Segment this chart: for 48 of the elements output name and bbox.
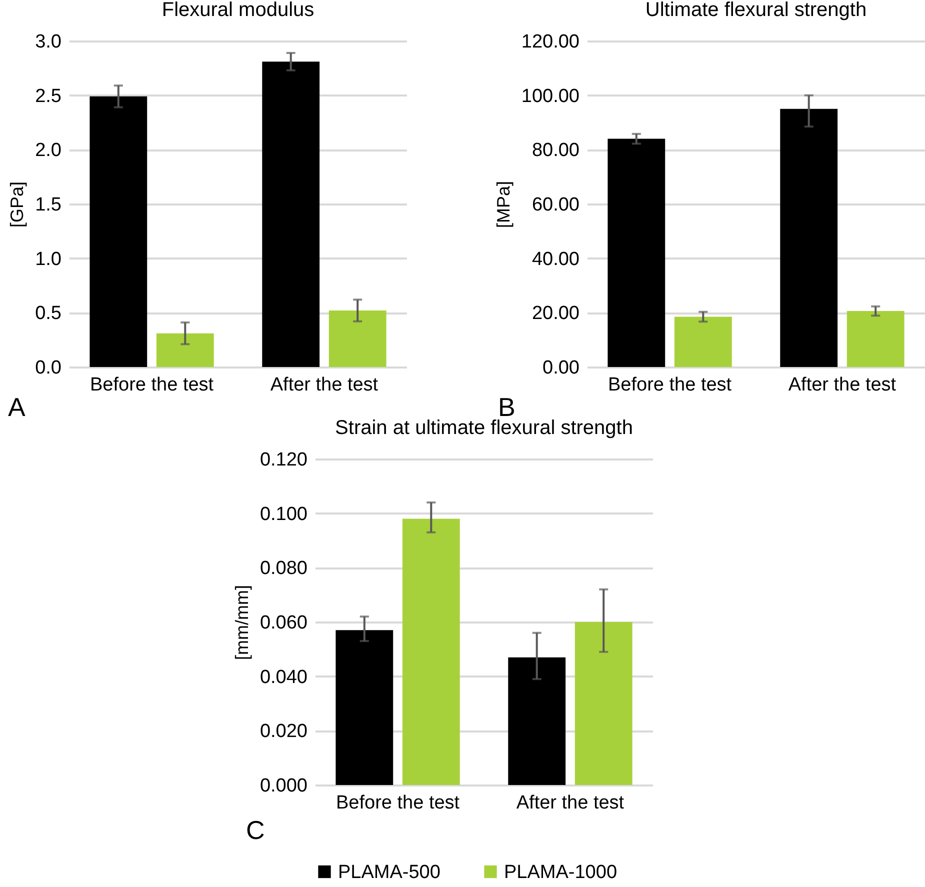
y-tick-label: 40.00 [532,248,580,270]
y-tick-label: 80.00 [532,140,580,162]
bar [262,62,320,367]
bar [674,316,732,367]
bar [328,310,386,367]
bar [846,311,904,367]
y-tick-label: 2.5 [35,86,62,107]
y-tick-label: 100.00 [521,86,580,107]
bar [608,138,666,367]
x-tick-label: Before the test [336,792,460,814]
y-tick-label: 20.00 [532,303,580,324]
y-axis-title: [mm/mm] [232,585,252,660]
x-tick-label: After the test [270,374,379,396]
x-tick-label: Before the test [90,374,214,396]
bar [780,108,838,367]
text: A [8,392,26,423]
legend-label: PLAMA-500 [338,862,440,883]
y-tick-label: 1.0 [35,248,62,270]
x-tick-label: After the test [788,374,897,396]
x-tick-label: Before the test [608,374,732,396]
y-tick-label: 0.100 [260,504,308,525]
legend-label: PLAMA-1000 [504,862,618,883]
y-axis-title: [MPa] [493,180,514,228]
y-tick-label: 3.0 [35,32,62,52]
y-tick-label: 0.00 [542,358,580,378]
text: C [246,815,265,846]
y-tick-label: 0.040 [260,666,308,688]
bar [574,622,632,785]
chart-title: Flexural modulus [162,0,314,21]
y-tick-label: 60.00 [532,194,580,216]
bar [90,96,148,367]
y-tick-label: 2.0 [35,140,62,162]
y-tick-label: 0.120 [260,450,308,470]
bar [508,657,566,785]
x-tick-label: After the test [516,792,625,814]
y-tick-label: 0.060 [260,612,308,634]
y-tick-label: 0.080 [260,558,308,580]
bar [402,518,460,785]
y-tick-label: 0.0 [35,358,62,378]
y-tick-label: 0.020 [260,721,308,742]
bar [336,630,394,785]
y-tick-label: 1.5 [35,194,62,216]
y-tick-label: 120.00 [521,32,580,52]
y-axis-title: [GPa] [7,181,28,228]
chart-title: Ultimate flexural strength [645,0,867,21]
bar [156,333,214,367]
y-tick-label: 0.000 [260,776,308,796]
y-tick-label: 0.5 [35,303,62,324]
